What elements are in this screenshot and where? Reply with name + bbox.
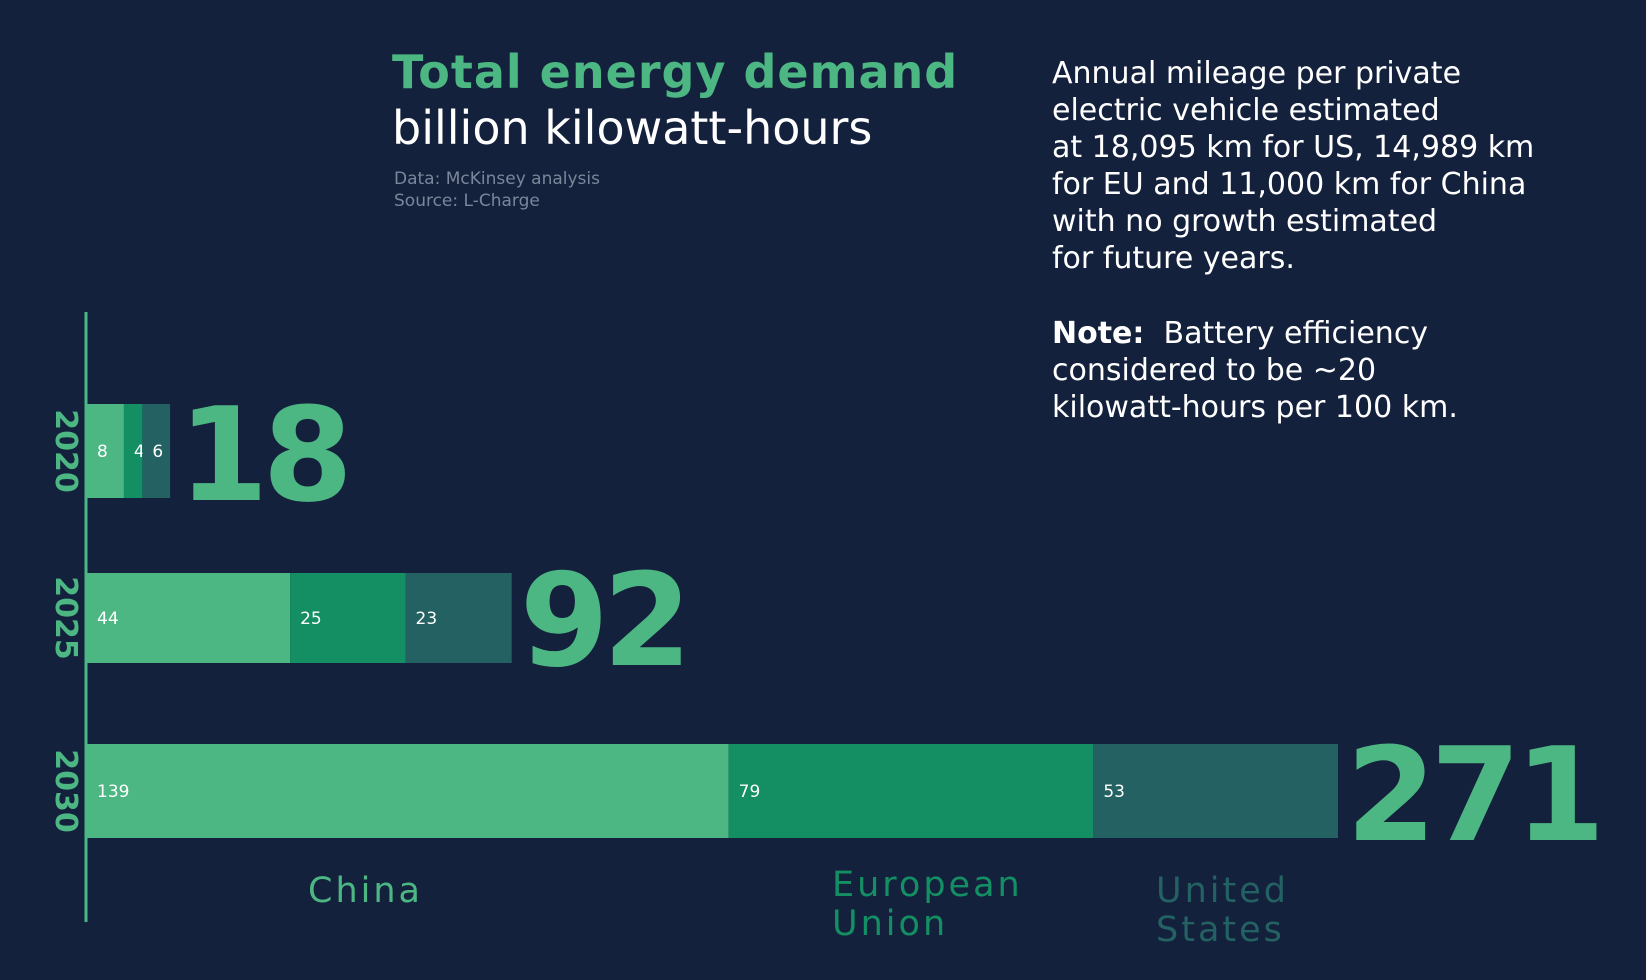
segment-value-label: 25 <box>300 609 322 629</box>
source-line: Source: L-Charge <box>394 191 540 211</box>
bar-segment <box>87 744 729 838</box>
bar-segment <box>1093 744 1338 838</box>
legend-label: Union <box>832 904 948 944</box>
segment-value-label: 6 <box>152 442 163 462</box>
note-main-line: Annual mileage per private <box>1052 56 1462 91</box>
note-main-line: at 18,095 km for US, 14,989 km <box>1052 130 1535 165</box>
segment-value-label: 79 <box>739 782 761 802</box>
note-main-line: for EU and 11,000 km for China <box>1052 167 1527 202</box>
data-source-line: Data: McKinsey analysis <box>394 169 600 189</box>
category-label: 2025 <box>48 576 83 660</box>
source-block: Data: McKinsey analysis Source: L-Charge <box>394 168 600 212</box>
bar-segment <box>87 404 124 498</box>
legend-label: United <box>1156 871 1289 911</box>
bar-total-label: 18 <box>178 379 347 531</box>
note-block: Annual mileage per private electric vehi… <box>1052 55 1612 426</box>
bar-total-label: 271 <box>1346 719 1599 871</box>
note-first-text: Battery efficiency <box>1163 316 1429 351</box>
legend-label: European <box>832 865 1023 905</box>
chart-title: Total energy demand <box>392 45 959 99</box>
segment-value-label: 8 <box>97 442 108 462</box>
bar-total-label: 92 <box>520 547 686 696</box>
note-gap <box>1052 277 1612 315</box>
bar-segment <box>87 573 291 663</box>
chart-subtitle: billion kilowatt-hours <box>392 101 873 155</box>
legend-label: States <box>1156 910 1285 950</box>
legend-label: China <box>308 871 423 911</box>
bar-segment <box>123 404 143 498</box>
title-block: Total energy demand billion kilowatt-hou… <box>392 44 958 156</box>
bar-segment <box>405 573 512 663</box>
segment-value-label: 53 <box>1103 782 1125 802</box>
note-label: Note: <box>1052 316 1145 351</box>
category-label: 2030 <box>48 749 83 833</box>
category-label: 2020 <box>48 409 83 493</box>
bar-segment <box>728 744 1094 838</box>
note-line: kilowatt-hours per 100 km. <box>1052 390 1458 425</box>
note-line: considered to be ~20 <box>1052 353 1377 388</box>
note-main-line: electric vehicle estimated <box>1052 93 1440 128</box>
note-main-line: for future years. <box>1052 241 1295 276</box>
segment-value-label: 4 <box>134 442 145 462</box>
note-main-line: with no growth estimated <box>1052 204 1438 239</box>
note-first-line: Note: Battery efficiency <box>1052 315 1612 352</box>
segment-value-label: 44 <box>97 609 119 629</box>
segment-value-label: 23 <box>416 609 438 629</box>
bar-segment <box>142 404 171 498</box>
segment-value-label: 139 <box>97 782 129 802</box>
bar-segment <box>290 573 406 663</box>
